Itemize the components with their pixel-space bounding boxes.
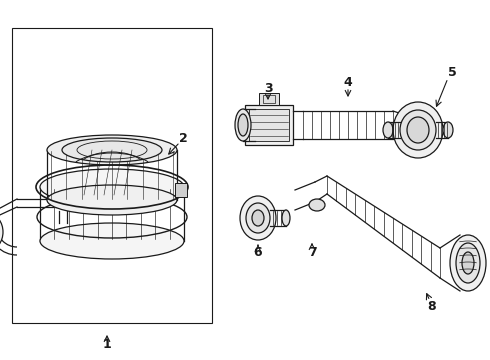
Text: 4: 4: [343, 76, 352, 89]
Text: 3: 3: [264, 81, 272, 95]
Bar: [245, 105, 293, 145]
Ellipse shape: [47, 135, 177, 165]
Ellipse shape: [62, 138, 162, 162]
Ellipse shape: [443, 122, 453, 138]
Ellipse shape: [235, 109, 251, 141]
Ellipse shape: [282, 210, 290, 226]
Ellipse shape: [47, 185, 177, 215]
Text: 5: 5: [448, 66, 456, 78]
Ellipse shape: [393, 102, 443, 158]
Ellipse shape: [400, 110, 436, 150]
Text: 8: 8: [428, 300, 436, 312]
Ellipse shape: [462, 252, 474, 274]
Text: 6: 6: [254, 246, 262, 258]
Ellipse shape: [383, 122, 393, 138]
Ellipse shape: [40, 223, 184, 259]
Bar: [263, 95, 275, 103]
Bar: [175, 183, 187, 197]
Text: 2: 2: [179, 131, 187, 144]
Ellipse shape: [456, 243, 480, 283]
Ellipse shape: [309, 199, 325, 211]
Bar: [249, 109, 289, 141]
Bar: [12, 28, 212, 323]
Ellipse shape: [240, 196, 276, 240]
Ellipse shape: [0, 214, 3, 250]
Text: 7: 7: [308, 246, 317, 258]
Ellipse shape: [246, 203, 270, 233]
Bar: [259, 93, 279, 105]
Ellipse shape: [450, 235, 486, 291]
Ellipse shape: [252, 210, 264, 226]
Ellipse shape: [238, 114, 248, 136]
Ellipse shape: [40, 169, 184, 205]
Text: 1: 1: [102, 338, 111, 351]
Ellipse shape: [407, 117, 429, 143]
